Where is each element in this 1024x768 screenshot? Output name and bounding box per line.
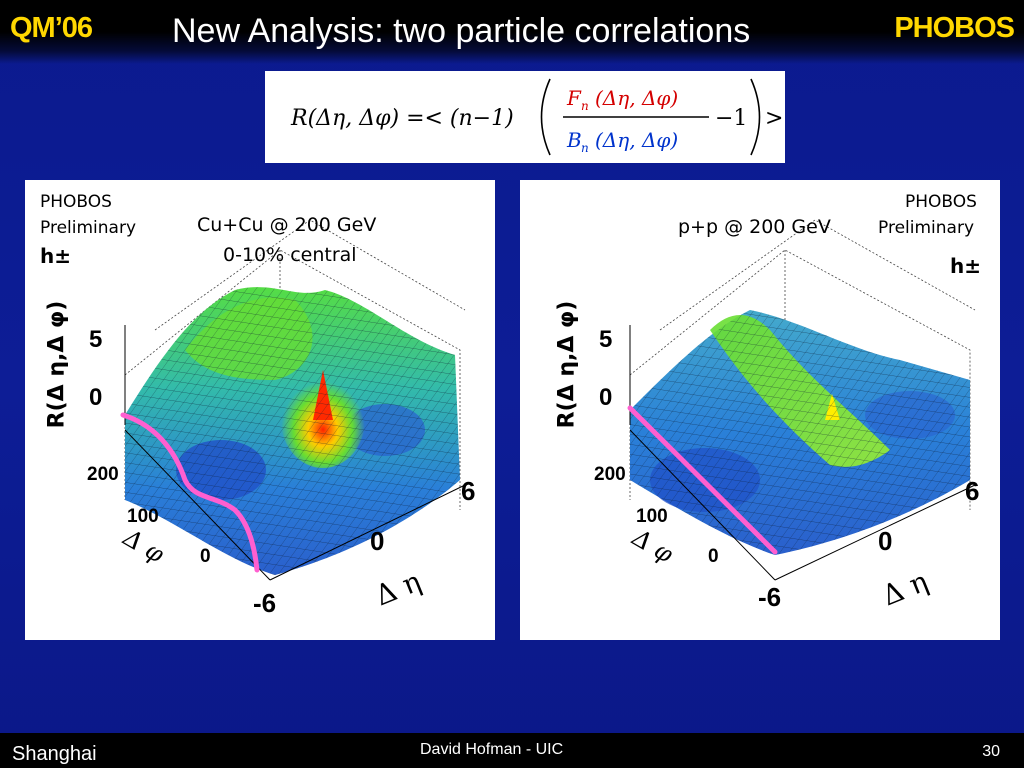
system-label: Cu+Cu @ 200 GeV [197, 214, 377, 236]
phi-tick-100: 100 [636, 506, 668, 527]
slide-title: New Analysis: two particle correlations [172, 12, 751, 50]
footer-bar [0, 733, 1024, 768]
highlight-curve [627, 405, 778, 555]
z-tick-5: 5 [89, 326, 103, 353]
formula-denominator: B [566, 128, 582, 152]
eta-tick-6: 6 [965, 476, 980, 506]
formula-close: > [765, 106, 783, 131]
particles-label: h± [950, 254, 981, 278]
surface-mesh [125, 287, 460, 575]
eta-tick-minus6: -6 [253, 588, 277, 618]
phi-tick-0: 0 [200, 546, 211, 567]
formula-svg: R(Δη, Δφ) =< (n−1) F n (Δη, Δφ) B n (Δη,… [290, 78, 783, 156]
page-number: 30 [982, 743, 1000, 760]
z-tick-0: 0 [89, 384, 103, 411]
brand-label: PHOBOS [894, 12, 1015, 44]
formula-lhs: R(Δη, Δφ) =< (n−1) [290, 106, 514, 131]
surface-mesh [630, 310, 970, 555]
phi-tick-100: 100 [127, 506, 159, 527]
formula-numerator-sub: n [581, 99, 589, 113]
eta-tick-6: 6 [461, 476, 476, 506]
formula-denominator-sub: n [581, 141, 589, 155]
particles-label: h± [40, 244, 71, 268]
formula-denominator-args: (Δη, Δφ) [595, 128, 678, 152]
formula-numerator-args: (Δη, Δφ) [595, 86, 678, 110]
plot-panel-pp: PHOBOS Preliminary p+p @ 200 GeV h± R(Δ … [520, 180, 1000, 640]
eta-tick-minus6: -6 [758, 582, 782, 612]
centrality-label: 0-10% central [223, 244, 357, 266]
z-axis-label: R(Δ η,Δ φ) [44, 300, 70, 429]
formula-numerator: F [566, 86, 582, 110]
formula-minus-one: −1 [715, 106, 747, 131]
z-tick-0: 0 [599, 384, 613, 411]
surface-plot-cucu [120, 219, 466, 581]
header-bar [0, 0, 1024, 64]
z-axis-label: R(Δ η,Δ φ) [554, 300, 580, 429]
plot-panel-cucu: PHOBOS Preliminary Cu+Cu @ 200 GeV 0-10%… [25, 180, 495, 640]
eta-tick-0: 0 [878, 526, 893, 556]
conference-label: QM’06 [10, 12, 93, 44]
phi-tick-200: 200 [594, 464, 626, 485]
phi-tick-0: 0 [708, 546, 719, 567]
preliminary-line1: PHOBOS [905, 192, 977, 212]
system-label: p+p @ 200 GeV [678, 216, 831, 238]
plot-axes [124, 325, 466, 581]
right-paren [750, 78, 761, 156]
preliminary-line2: Preliminary [40, 218, 136, 238]
formula-box: R(Δη, Δφ) =< (n−1) F n (Δη, Δφ) B n (Δη,… [265, 71, 785, 163]
preliminary-line1: PHOBOS [40, 192, 112, 212]
z-tick-5: 5 [599, 326, 613, 353]
eta-tick-0: 0 [370, 526, 385, 556]
highlight-curve [120, 412, 260, 573]
left-paren [540, 78, 551, 156]
surface-plot-pp [627, 219, 976, 581]
footer-author: David Hofman - UIC [420, 741, 564, 758]
footer-location: Shanghai [12, 743, 97, 765]
preliminary-line2: Preliminary [878, 218, 974, 238]
phi-tick-200: 200 [87, 464, 119, 485]
